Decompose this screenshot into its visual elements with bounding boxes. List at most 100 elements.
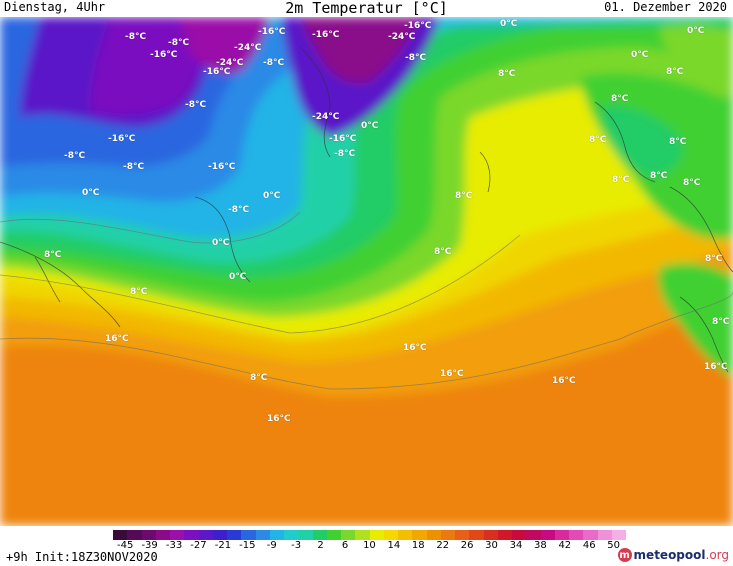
colorbar-ticks: -45 -39 -33 -27 -21 -15 -9 -3 2 6 10 14 18 22 26 30 34 38…: [113, 540, 626, 552]
colorbar-swatch: [284, 530, 299, 540]
colorbar-swatch: [355, 530, 370, 540]
isotherm-label: -16°C: [150, 50, 178, 60]
colorbar-swatch: [312, 530, 327, 540]
colorbar-swatch: [141, 530, 156, 540]
isotherm-label: 0°C: [500, 19, 518, 29]
colorbar-swatch: [583, 530, 598, 540]
isotherm-label: 16°C: [440, 369, 464, 379]
isotherm-label: 8°C: [612, 175, 630, 185]
colorbar-tick-label: -21: [214, 540, 232, 551]
isotherm-label: -8°C: [125, 32, 147, 42]
colorbar-swatch: [341, 530, 356, 540]
isotherm-label: 8°C: [455, 191, 473, 201]
colorbar-swatch: [611, 530, 626, 540]
colorbar-swatch: [398, 530, 413, 540]
isotherm-label: 16°C: [704, 362, 728, 372]
isotherm-label: 8°C: [705, 254, 723, 264]
colorbar-swatch: [241, 530, 256, 540]
isotherm-label: 8°C: [434, 247, 452, 257]
isotherm-label: -8°C: [263, 58, 285, 68]
colorbar-tick-label: 50: [607, 540, 621, 551]
isotherm-label: 8°C: [44, 250, 62, 260]
colorbar-tick-label: 2: [317, 540, 324, 551]
colorbar-swatch: [412, 530, 427, 540]
isotherm-label: -8°C: [228, 205, 250, 215]
colorbar-swatch: [512, 530, 527, 540]
colorbar-swatch: [269, 530, 284, 540]
isotherm-label: 8°C: [498, 69, 516, 79]
colorbar-tick-label: 10: [363, 540, 376, 551]
colorbar-swatch: [597, 530, 612, 540]
colorbar-swatch: [469, 530, 484, 540]
colorbar-tick-label: -3: [291, 540, 302, 551]
colorbar-tick-label: 46: [582, 540, 596, 551]
temperature-colorbar: [113, 530, 626, 540]
colorbar-tick-label: 42: [558, 540, 572, 551]
forecast-date: 01. Dezember 2020: [604, 0, 727, 14]
isotherm-label: 8°C: [250, 373, 268, 383]
colorbar-tick-label: 22: [436, 540, 450, 551]
colorbar-tick-label: -27: [190, 540, 207, 551]
colorbar-tick-label: 38: [534, 540, 547, 551]
colorbar-tick-label: 34: [509, 540, 523, 551]
temperature-map: -8°C -8°C -16°C -16°C -16°C -24°C -24°C -16°C -8…: [0, 17, 733, 526]
isotherm-label: 0°C: [361, 121, 379, 131]
isotherm-label: 0°C: [687, 26, 705, 36]
colorbar-tick-label: -33: [165, 540, 183, 551]
colorbar-swatch: [526, 530, 541, 540]
colorbar-swatch: [198, 530, 213, 540]
isotherm-label: -16°C: [208, 162, 236, 172]
isotherm-label: 8°C: [130, 287, 148, 297]
isotherm-label: -24°C: [388, 32, 416, 42]
isotherm-label: -24°C: [234, 43, 262, 53]
isotherm-label: 0°C: [263, 191, 281, 201]
isotherm-label: -8°C: [64, 151, 86, 161]
colorbar-swatch: [170, 530, 185, 540]
isotherm-label: -16°C: [203, 67, 231, 77]
brand-logo[interactable]: m meteopool .org: [617, 546, 730, 564]
colorbar-tick-label: 6: [341, 540, 349, 551]
colorbar-tick-label: 30: [485, 540, 498, 551]
isotherm-label: -16°C: [404, 21, 432, 31]
isotherm-label: 16°C: [552, 376, 576, 386]
isotherm-label: -8°C: [405, 53, 427, 63]
colorbar-tick-label: 18: [411, 540, 425, 551]
isotherm-label: 16°C: [403, 343, 427, 353]
colorbar-swatch: [184, 530, 199, 540]
isotherm-label: 8°C: [589, 135, 607, 145]
isotherm-label: 8°C: [650, 171, 668, 181]
isotherm-label: -24°C: [312, 112, 340, 122]
isotherm-label: -16°C: [329, 134, 357, 144]
isotherm-label: -16°C: [312, 30, 340, 40]
colorbar-swatch: [440, 530, 455, 540]
isotherm-label: 16°C: [267, 414, 291, 424]
map-header: Dienstag, 4Uhr 2m Temperatur [°C] 01. De…: [0, 0, 733, 17]
colorbar-swatch: [127, 530, 142, 540]
isotherm-label: 0°C: [229, 272, 247, 282]
colorbar-tick-label: -39: [141, 540, 158, 551]
colorbar-swatch: [255, 530, 270, 540]
colorbar-swatch: [483, 530, 498, 540]
colorbar-swatch: [540, 530, 555, 540]
isotherm-label: 8°C: [666, 67, 684, 77]
brand-name: meteopool: [633, 548, 706, 562]
colorbar-swatch: [455, 530, 470, 540]
colorbar-swatch: [497, 530, 512, 540]
isotherm-label: -16°C: [108, 134, 136, 144]
isotherm-label: 8°C: [611, 94, 629, 104]
colorbar-swatch: [155, 530, 170, 540]
colorbar-swatch: [426, 530, 441, 540]
isotherm-label: -8°C: [334, 149, 356, 159]
colorbar-tick-label: -15: [239, 540, 256, 551]
isotherm-label: 0°C: [631, 50, 649, 60]
colorbar-tick-label: 14: [387, 540, 401, 551]
brand-tld: .org: [705, 548, 730, 562]
isotherm-label: 0°C: [212, 238, 230, 248]
colorbar-swatch: [369, 530, 384, 540]
map-footer: -45 -39 -33 -27 -21 -15 -9 -3 2 6 10 14 18 22 26 30 34 38…: [0, 526, 733, 566]
isotherm-label: -24°C: [216, 58, 244, 68]
colorbar-swatch: [298, 530, 313, 540]
colorbar-tick-label: 26: [460, 540, 474, 551]
colorbar-swatch: [227, 530, 242, 540]
isotherm-label: 8°C: [712, 317, 730, 327]
